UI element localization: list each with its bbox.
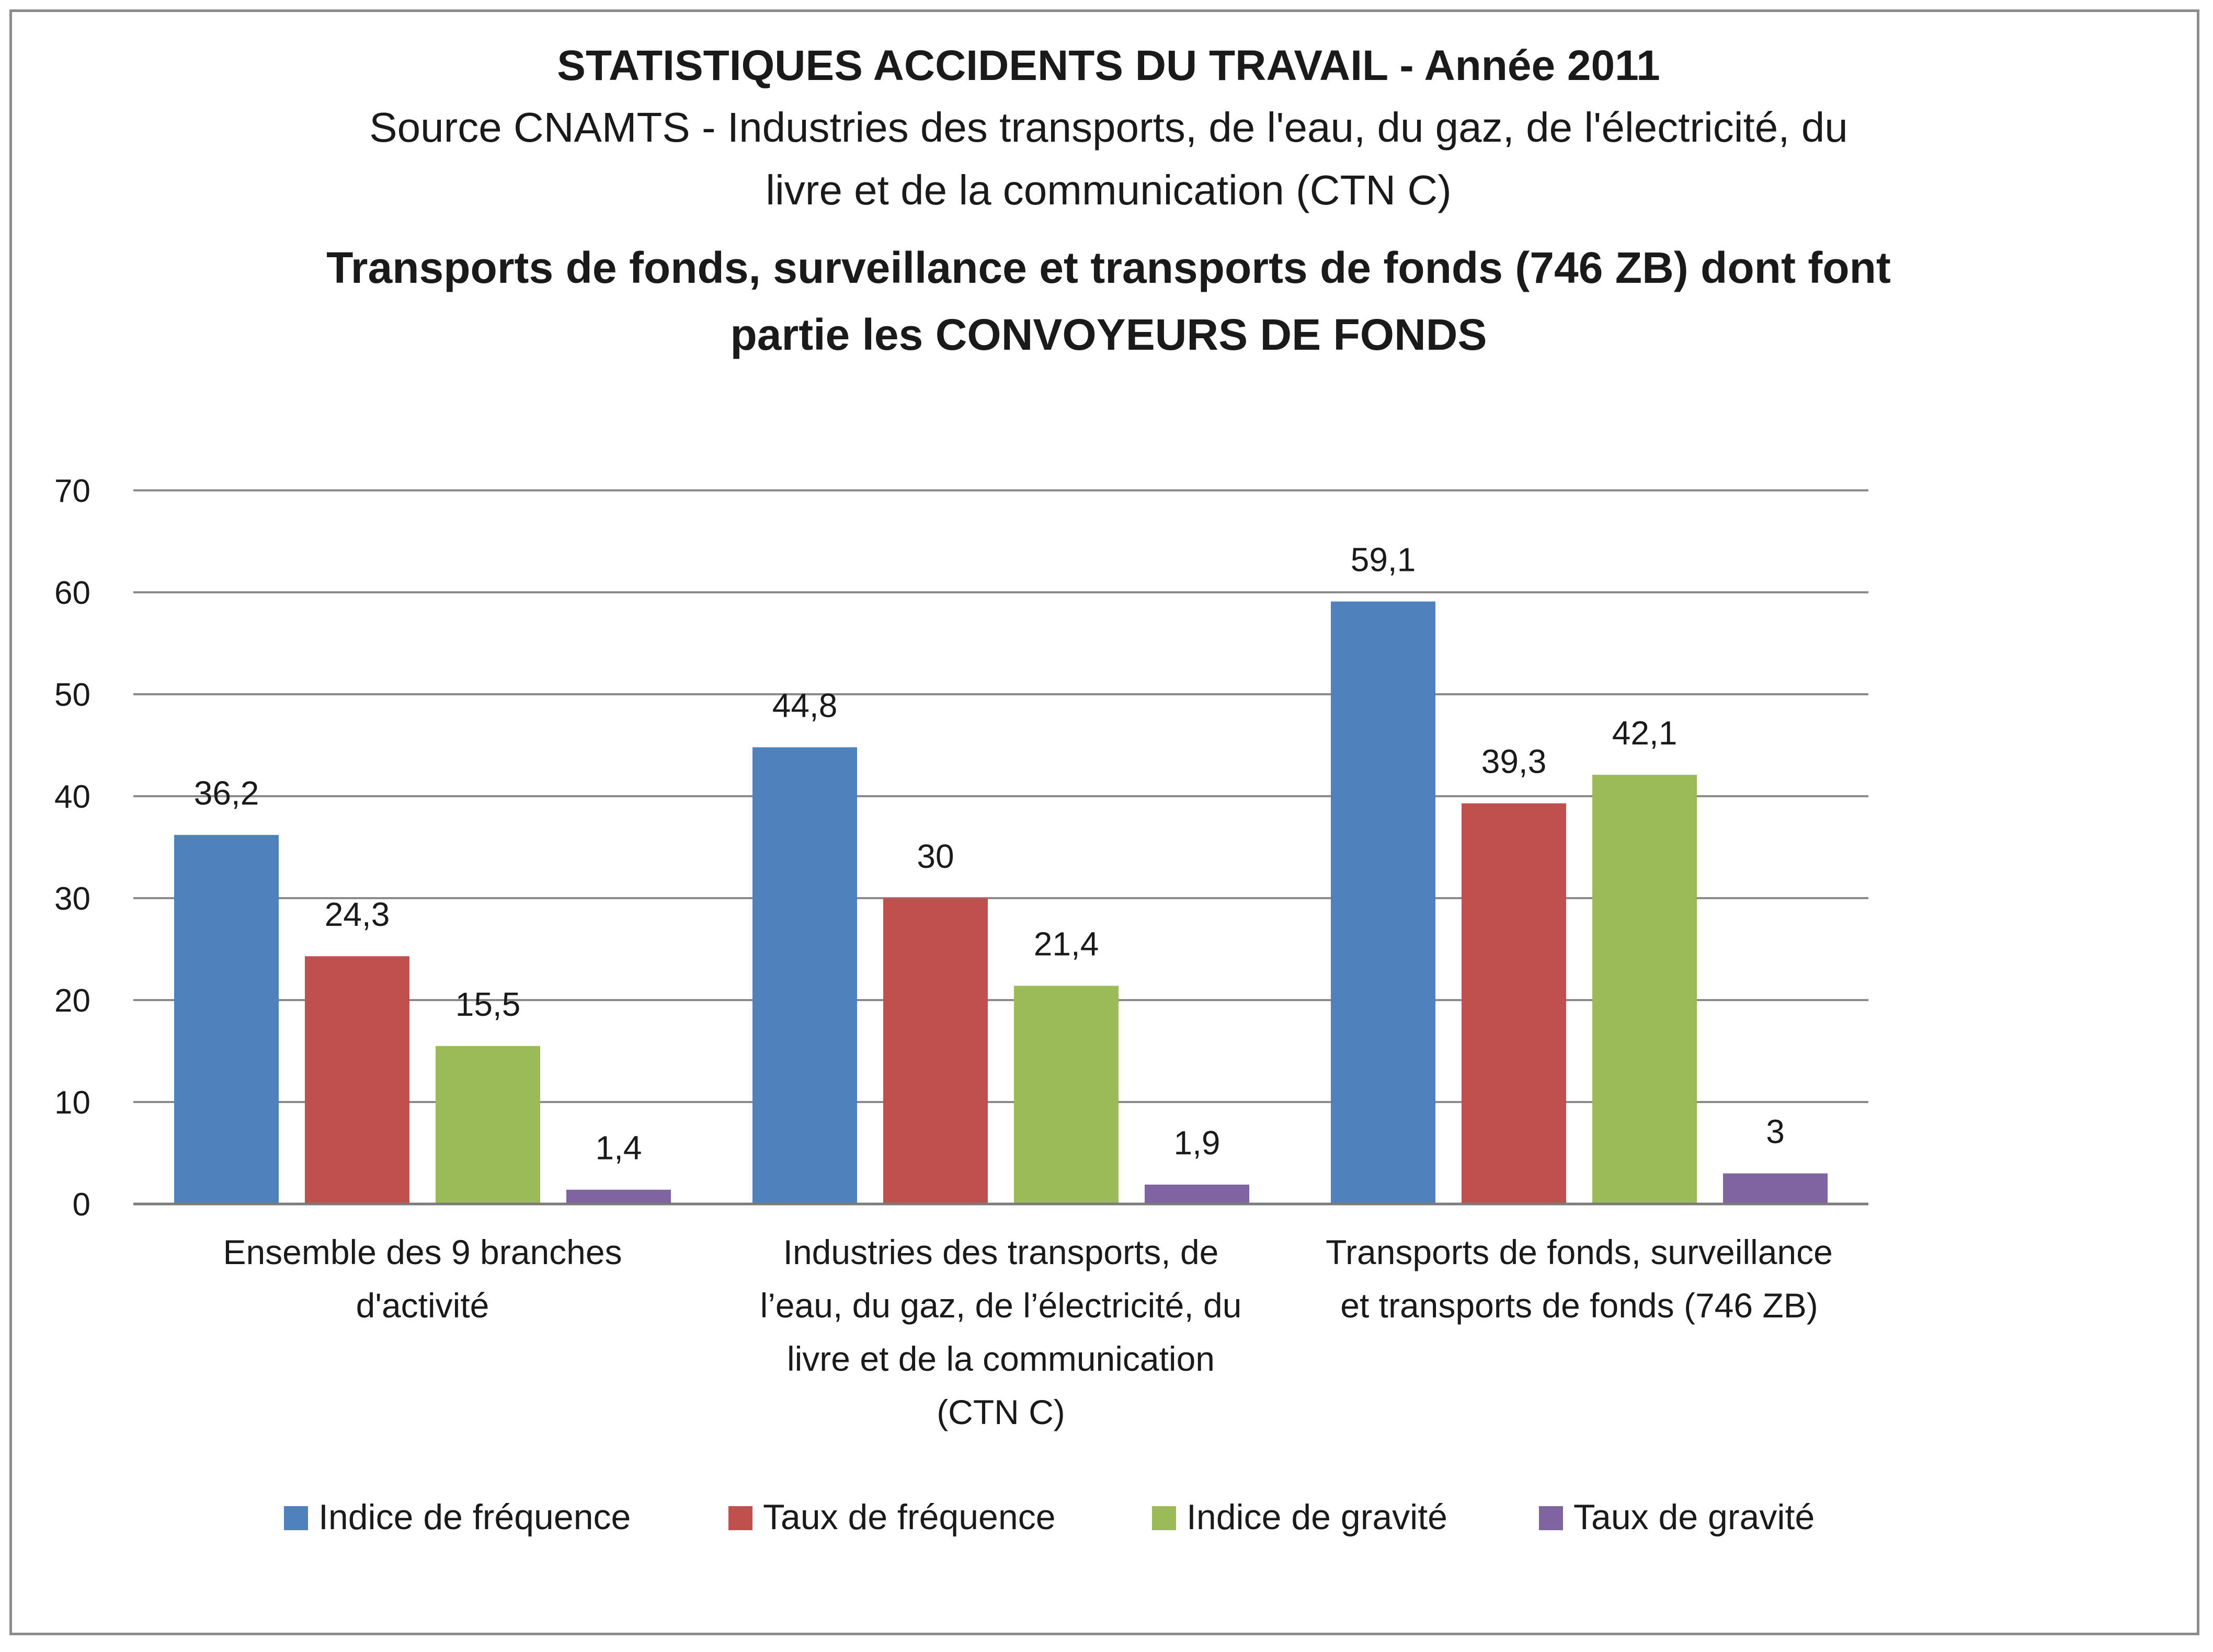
legend-label: Indice de fréquence: [318, 1497, 631, 1537]
category-label: et transports de fonds (746 ZB): [1340, 1286, 1818, 1325]
y-axis-ticks: 0 10 20 30 40 50 60 70: [54, 473, 90, 1223]
legend-swatch: [284, 1506, 308, 1530]
category-label: Ensemble des 9 branches: [223, 1233, 622, 1271]
category-label: l’eau, du gaz, de l’électricité, du: [760, 1286, 1242, 1325]
y-tick-label: 0: [73, 1187, 90, 1223]
y-tick-label: 50: [54, 677, 90, 713]
legend-label: Taux de gravité: [1573, 1497, 1815, 1537]
category-labels: Ensemble des 9 branches d'activité Industr…: [223, 1233, 1832, 1431]
bar: [1723, 1173, 1828, 1204]
category-label: (CTN C): [937, 1393, 1065, 1431]
legend-label: Taux de fréquence: [763, 1497, 1056, 1537]
legend-swatch: [728, 1506, 752, 1530]
category-label: d'activité: [356, 1286, 489, 1325]
data-label: 1,4: [596, 1129, 642, 1167]
category-label: livre et de la communication: [787, 1339, 1215, 1378]
legend-label: Indice de gravité: [1187, 1497, 1447, 1537]
bar: [1145, 1184, 1249, 1204]
gridlines: [133, 489, 1868, 1103]
chart-titles: STATISTIQUES ACCIDENTS DU TRAVAIL - Anné…: [326, 42, 1891, 359]
bar: [1014, 985, 1119, 1204]
bar: [1462, 803, 1566, 1204]
chart-title: STATISTIQUES ACCIDENTS DU TRAVAIL - Anné…: [557, 42, 1660, 89]
bars: [174, 601, 1828, 1204]
y-tick-label: 10: [54, 1085, 90, 1121]
y-tick-label: 70: [54, 473, 90, 509]
bar: [752, 747, 857, 1204]
chart-frame: STATISTIQUES ACCIDENTS DU TRAVAIL - Anné…: [9, 9, 2199, 1635]
bar: [1592, 775, 1697, 1204]
y-tick-label: 20: [54, 983, 90, 1019]
y-tick-label: 40: [54, 779, 90, 815]
bar: [436, 1046, 540, 1204]
bar: [1331, 601, 1435, 1204]
chart-subtitle-line: partie les CONVOYEURS DE FONDS: [731, 310, 1487, 359]
data-label: 36,2: [194, 774, 259, 812]
data-label: 30: [917, 838, 954, 875]
data-label: 59,1: [1351, 541, 1416, 579]
data-label: 42,1: [1612, 714, 1678, 752]
legend-swatch: [1152, 1506, 1176, 1530]
data-label: 1,9: [1174, 1124, 1220, 1162]
bar: [305, 956, 409, 1204]
bar: [566, 1189, 671, 1204]
legend-swatch: [1539, 1506, 1563, 1530]
bar-chart: STATISTIQUES ACCIDENTS DU TRAVAIL - Anné…: [54, 42, 1891, 1537]
y-tick-label: 30: [54, 881, 90, 917]
data-label: 21,4: [1034, 925, 1099, 963]
category-label: Transports de fonds, surveillance: [1326, 1233, 1833, 1271]
chart-source-line: livre et de la communication (CTN C): [766, 167, 1451, 213]
chart-source-line: Source CNAMTS - Industries des transport…: [369, 104, 1847, 151]
data-label: 3: [1766, 1113, 1785, 1151]
legend: Indice de fréquence Taux de fréquence Indi…: [284, 1497, 1815, 1537]
data-labels: 36,2 24,3 15,5 1,4 44,8 30 21,4 1,9 59,1 39,3 42,1…: [194, 541, 1785, 1167]
data-label: 15,5: [455, 985, 521, 1023]
bar: [174, 835, 279, 1204]
data-label: 39,3: [1481, 743, 1547, 781]
y-tick-label: 60: [54, 575, 90, 611]
chart-subtitle-line: Transports de fonds, surveillance et tra…: [326, 243, 1891, 292]
data-label: 24,3: [325, 896, 390, 933]
data-label: 44,8: [772, 686, 838, 724]
bar: [883, 898, 988, 1204]
category-label: Industries des transports, de: [783, 1233, 1219, 1271]
